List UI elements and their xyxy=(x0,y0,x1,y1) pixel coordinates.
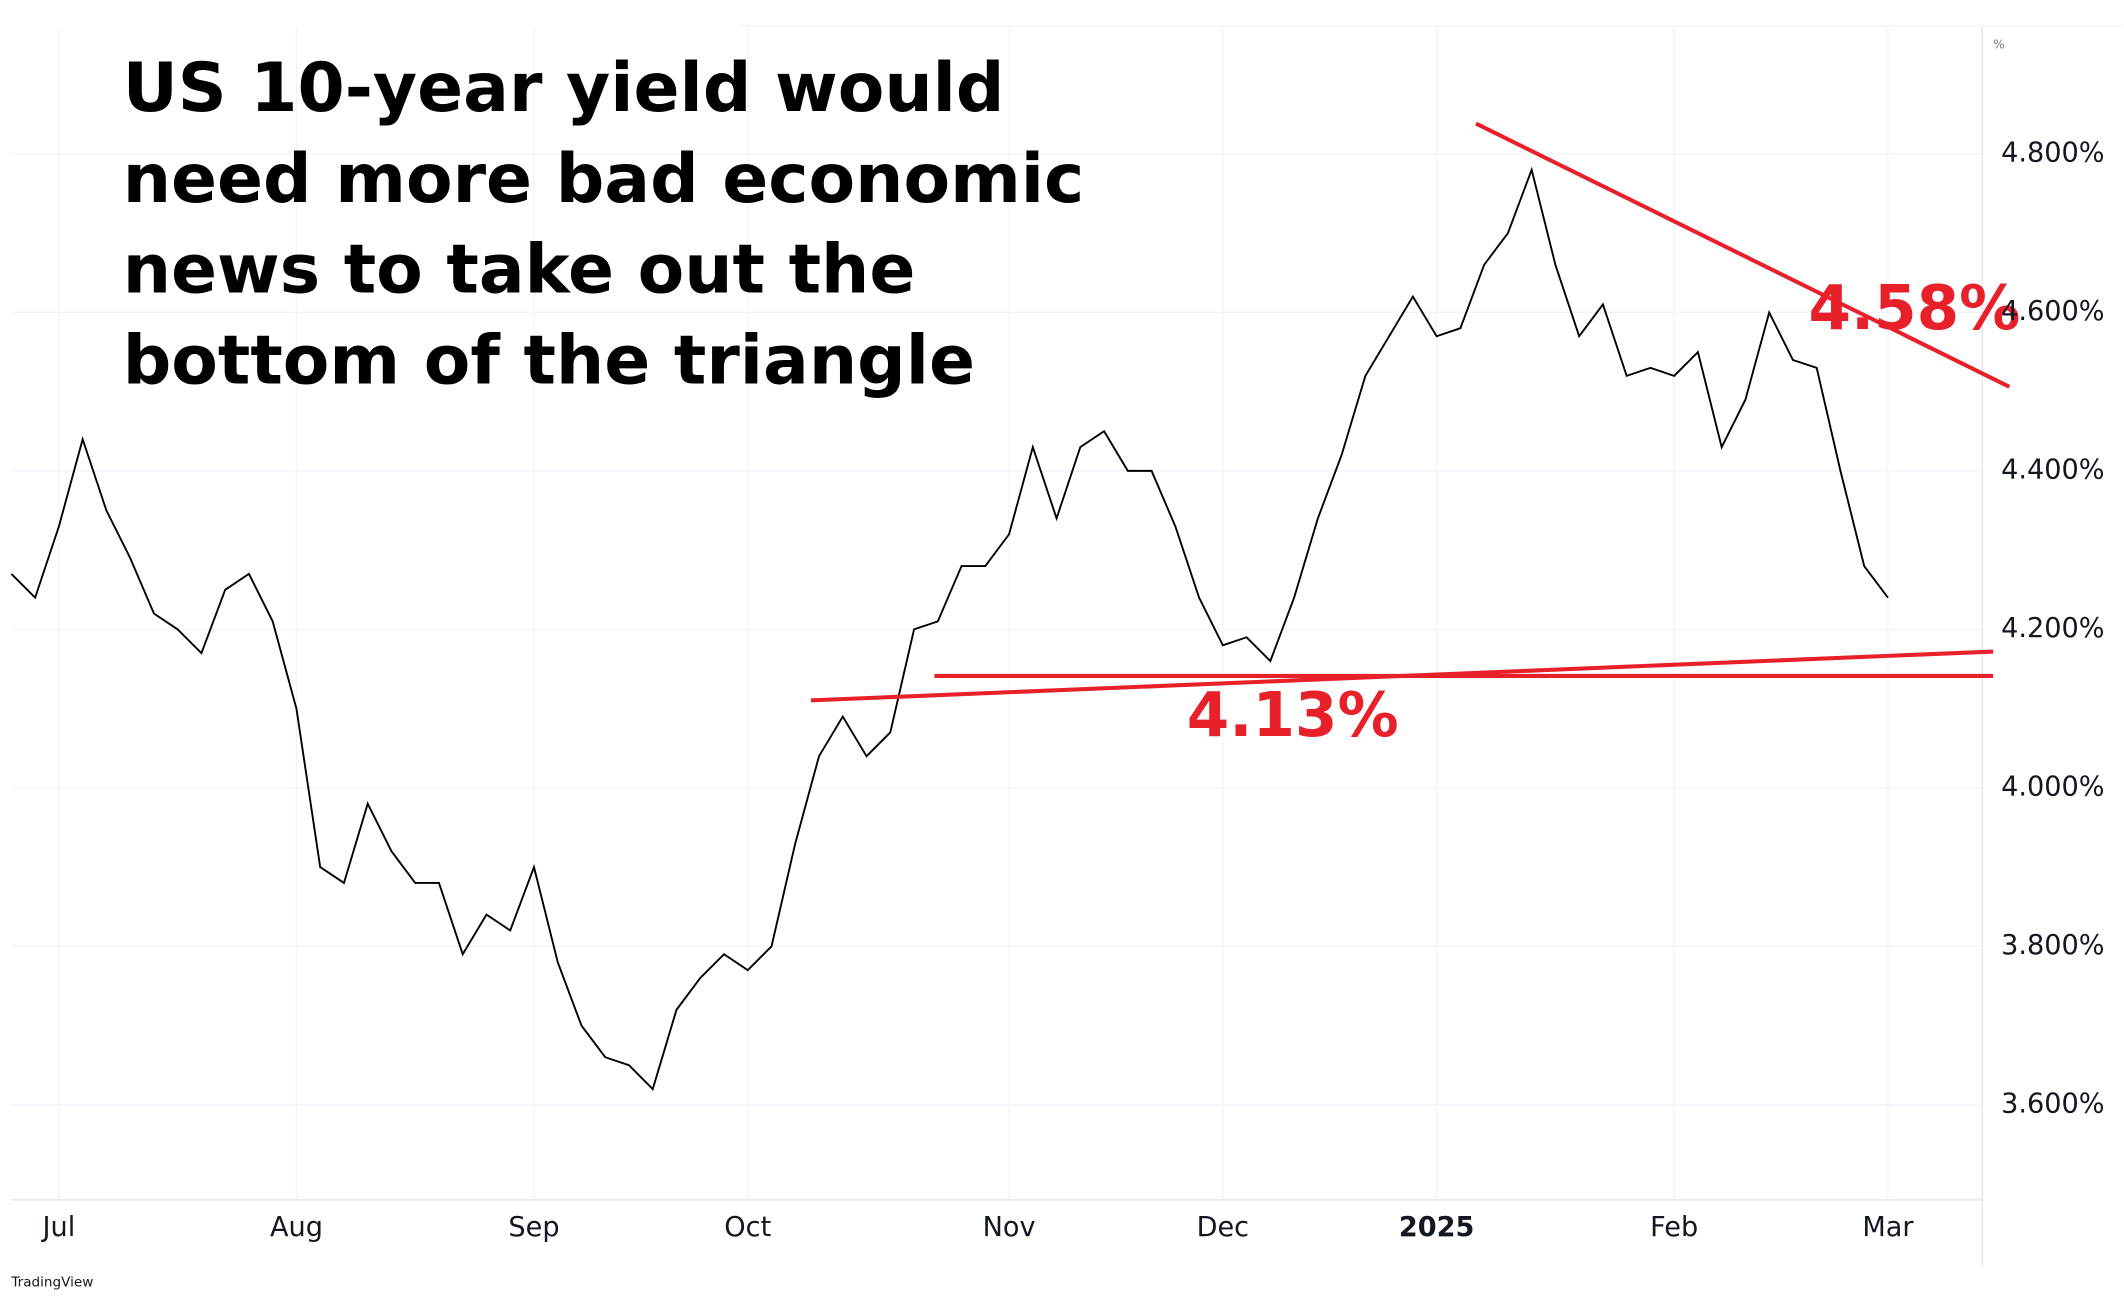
watermark: TradingView xyxy=(10,1275,93,1291)
unit-label: % xyxy=(1993,37,2005,51)
y-tick-label: 4.800% xyxy=(2001,137,2104,168)
x-tick-label: Mar xyxy=(1862,1212,1914,1243)
x-tick-label: Nov xyxy=(983,1212,1036,1243)
x-tick-label: Oct xyxy=(724,1212,771,1243)
title-line: US 10-year yield would xyxy=(123,49,1005,128)
title-line: need more bad economic xyxy=(123,140,1085,219)
x-tick-label: Sep xyxy=(508,1212,559,1243)
x-tick-label: Aug xyxy=(270,1212,323,1243)
price-line xyxy=(10,166,1889,1091)
y-tick-label: 4.200% xyxy=(2001,613,2104,644)
resistance-trendline xyxy=(1475,121,2011,389)
x-tick-label: 2025 xyxy=(1399,1212,1475,1243)
grid xyxy=(11,27,1983,1200)
y-tick-label: 3.600% xyxy=(2001,1088,2104,1119)
x-tick-label: Jul xyxy=(41,1212,76,1243)
plot xyxy=(10,166,1889,1091)
y-tick-label: 4.400% xyxy=(2001,454,2104,485)
y-tick-label: 4.600% xyxy=(2001,296,2104,327)
y-tick-label: 4.000% xyxy=(2001,771,2104,802)
title-line: bottom of the triangle xyxy=(123,322,975,401)
x-tick-label: Dec xyxy=(1197,1212,1250,1243)
title-line: news to take out the xyxy=(123,231,916,310)
annotation: 4.13% xyxy=(1187,680,1399,751)
x-tick-label: Feb xyxy=(1650,1212,1698,1243)
annotation: 4.58% xyxy=(1808,273,2020,344)
y-tick-label: 3.800% xyxy=(2001,930,2104,961)
